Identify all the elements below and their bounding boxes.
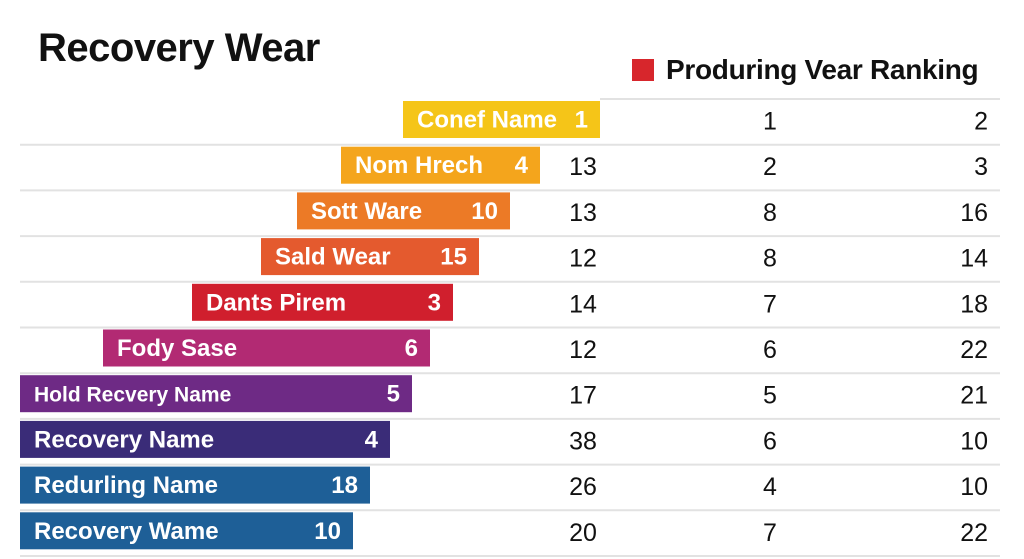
bar-label: Dants Pirem <box>206 289 346 316</box>
table-cell: 10 <box>960 427 988 455</box>
bar-value-label: 3 <box>428 289 441 316</box>
table-cell: 10 <box>960 473 988 501</box>
table-cell: 2 <box>974 108 988 136</box>
bar-value-label: 18 <box>331 472 358 499</box>
chart-title: Recovery Wear <box>38 26 320 70</box>
bar-value-label: 1 <box>575 107 588 134</box>
bar-label: Fody Sase <box>117 335 237 362</box>
table-cell: 14 <box>960 245 988 273</box>
bar <box>261 238 479 276</box>
bar <box>297 192 510 230</box>
bar <box>20 375 412 413</box>
table-cell: 1 <box>763 108 777 136</box>
bar-value-label: 4 <box>365 426 379 453</box>
table-cell: 8 <box>763 245 777 273</box>
bar-value-label: 15 <box>440 244 467 271</box>
bar-label: Sald Wear <box>275 244 391 271</box>
table-cell: 22 <box>960 519 988 547</box>
table-cell: 3 <box>974 153 988 181</box>
bar-label: Recovery Wame <box>34 518 219 545</box>
table-cell: 22 <box>960 336 988 364</box>
table-cell: 21 <box>960 382 988 410</box>
bar-label: Nom Hrech <box>355 152 483 179</box>
table-cell: 2 <box>763 153 777 181</box>
table-cell: 7 <box>763 290 777 318</box>
table-cell: 12 <box>569 336 597 364</box>
bar-label: Redurling Name <box>34 472 218 499</box>
bar-label: Hold Recvery Name <box>34 384 231 407</box>
bar <box>341 146 540 184</box>
table-cell: 5 <box>763 382 777 410</box>
table-cell: 13 <box>569 153 597 181</box>
table-cell: 6 <box>763 336 777 364</box>
bar-value-label: 10 <box>471 198 498 225</box>
table-cell: 26 <box>569 473 597 501</box>
bar-label: Recovery Name <box>34 426 214 453</box>
table-cell: 12 <box>569 245 597 273</box>
bar <box>403 101 600 138</box>
bar-label: Sott Ware <box>311 198 422 225</box>
table-cell: 17 <box>569 382 597 410</box>
bar <box>192 283 453 321</box>
legend-swatch <box>632 59 654 81</box>
bar <box>103 329 430 367</box>
table-cell: 7 <box>763 519 777 547</box>
table-cell: 16 <box>960 199 988 227</box>
bar-value-label: 4 <box>515 152 529 179</box>
bar-value-label: 10 <box>314 518 341 545</box>
table-cell: 6 <box>763 427 777 455</box>
table-cell: 20 <box>569 519 597 547</box>
bar <box>20 512 353 550</box>
table-cell: 4 <box>763 473 777 501</box>
bar-value-label: 5 <box>387 381 400 408</box>
table-cell: 13 <box>569 199 597 227</box>
legend-label: Produring Vear Ranking <box>666 54 979 85</box>
legend: Produring Vear Ranking <box>632 50 979 90</box>
bar-value-label: 6 <box>405 335 418 362</box>
bar <box>20 420 390 458</box>
table-cell: 18 <box>960 290 988 318</box>
table-cell: 8 <box>763 199 777 227</box>
bar-label: Conef Name <box>417 107 557 134</box>
table-cell: 14 <box>569 290 597 318</box>
bar <box>20 466 370 504</box>
table-cell: 38 <box>569 427 597 455</box>
